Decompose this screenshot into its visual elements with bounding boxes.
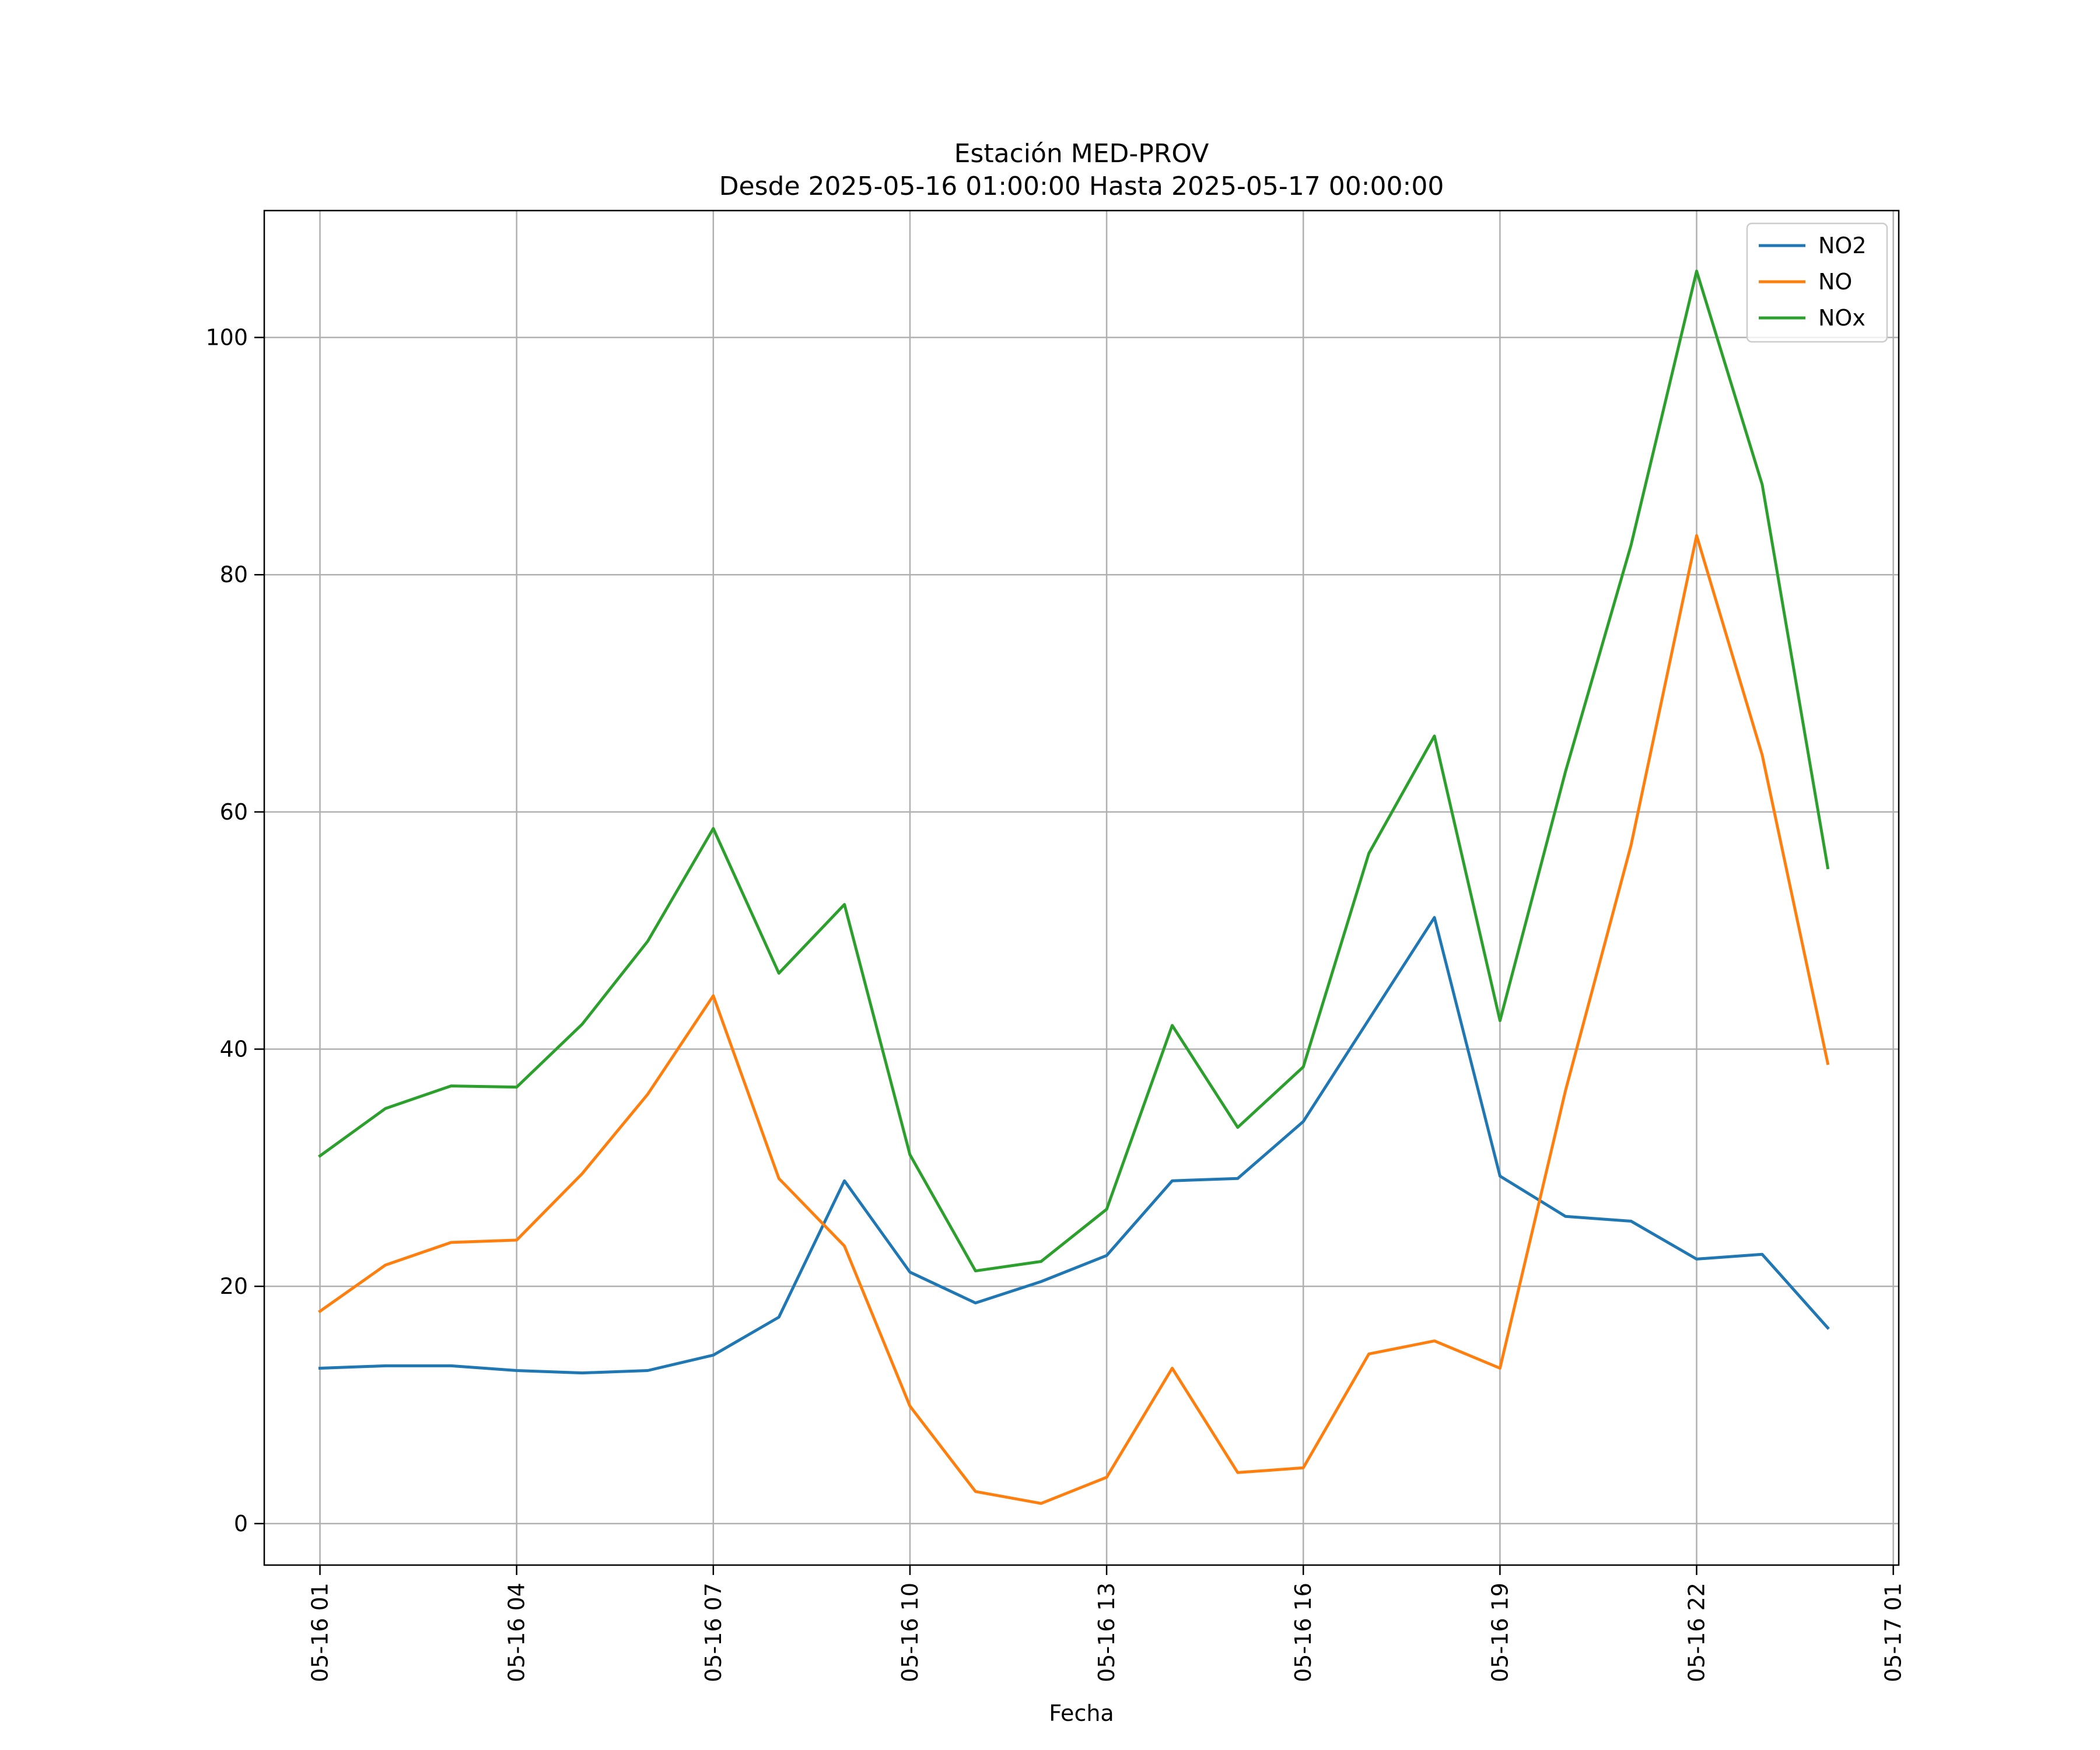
y-tick-label: 0	[234, 1511, 248, 1536]
legend: NO2 NO NOx	[1746, 222, 1888, 343]
x-tick-label: 05-16 04	[504, 1583, 530, 1682]
chart-title-line-2: Desde 2025-05-16 01:00:00 Hasta 2025-05-…	[719, 172, 1444, 201]
x-tick-label: 05-16 01	[307, 1583, 333, 1682]
x-tick-label: 05-16 07	[701, 1583, 726, 1682]
x-tick-label: 05-16 16	[1290, 1583, 1316, 1682]
chart-title-line-1: Estación MED-PROV	[954, 139, 1209, 169]
x-tick-label: 05-16 10	[897, 1583, 923, 1682]
series-line-nox	[318, 270, 1830, 1273]
y-tick-label: 100	[205, 325, 248, 351]
legend-label-nox: NOx	[1818, 305, 1866, 331]
series-lines	[318, 270, 1830, 1505]
legend-box	[1746, 222, 1888, 343]
x-tick-label: 05-17 01	[1881, 1583, 1906, 1682]
x-axis-label: Fecha	[1049, 1700, 1114, 1726]
y-tick-label: 80	[220, 562, 248, 587]
x-tick-label: 05-16 19	[1487, 1583, 1513, 1682]
x-tick-label: 05-16 22	[1684, 1583, 1709, 1682]
axes-frame	[263, 209, 1900, 1566]
grid	[264, 211, 1899, 1565]
y-tick-label: 60	[220, 799, 248, 825]
series-line-no	[318, 534, 1830, 1505]
y-tick-label: 20	[220, 1273, 248, 1299]
x-tick-label: 05-16 13	[1094, 1583, 1119, 1682]
y-tick-label: 40	[220, 1037, 248, 1062]
x-axis-ticks: 05-16 01 05-16 04 05-16 07 05-16 10 05-16 13…	[307, 1565, 1906, 1682]
y-axis-ticks: 0 20 40 60 80 100	[205, 325, 264, 1536]
legend-label-no: NO	[1818, 269, 1852, 295]
legend-label-no2: NO2	[1818, 233, 1867, 258]
chart-title: Estación MED-PROV Desde 2025-05-16 01:00:…	[719, 139, 1444, 201]
series-line-no2	[318, 916, 1830, 1375]
